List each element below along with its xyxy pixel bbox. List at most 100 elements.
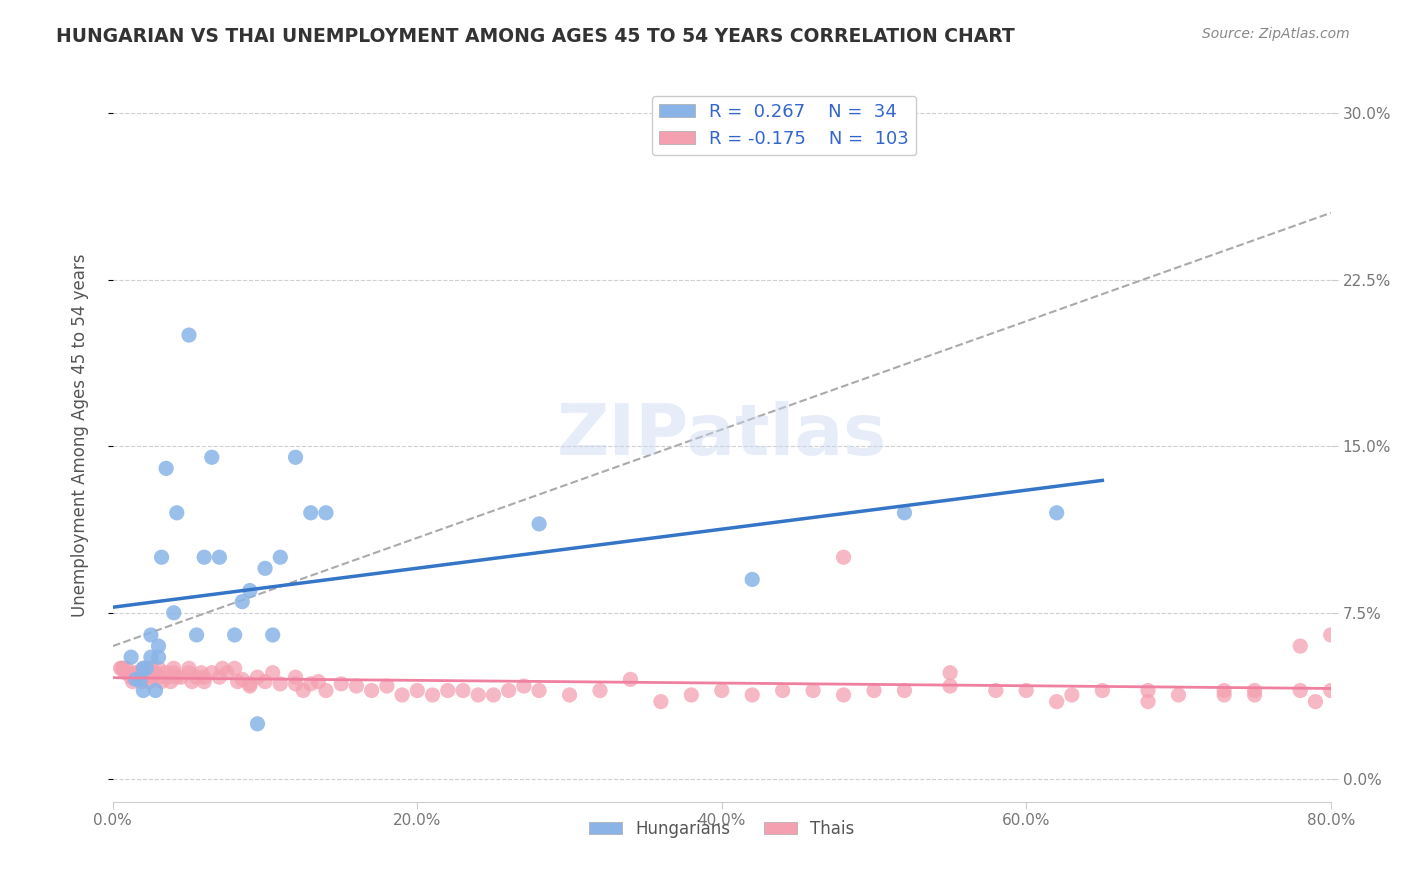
Point (984, 683, 1007, 698)
Point (166, 670, 188, 684)
Point (246, 716, 269, 731)
Point (1213, 683, 1236, 698)
Point (239, 679, 262, 693)
Point (215, 665, 238, 680)
Point (284, 450, 307, 465)
Point (1167, 688, 1189, 702)
Point (893, 506, 915, 520)
Point (163, 606, 186, 620)
Point (1015, 683, 1038, 698)
Point (1289, 639, 1312, 653)
Point (131, 674, 153, 689)
Point (145, 683, 167, 698)
Point (226, 674, 249, 689)
Point (127, 670, 149, 684)
Point (201, 450, 224, 465)
Point (344, 679, 367, 693)
Point (148, 639, 170, 653)
Point (170, 670, 193, 684)
Point (1243, 683, 1265, 698)
Point (132, 661, 155, 675)
Point (128, 665, 150, 680)
Point (150, 674, 173, 689)
Point (231, 594, 253, 608)
Point (254, 674, 277, 689)
Point (177, 665, 200, 680)
Point (619, 673, 641, 687)
Point (527, 683, 550, 698)
Point (1137, 683, 1160, 698)
Point (262, 665, 284, 680)
Point (135, 661, 157, 675)
Point (939, 665, 962, 680)
Point (422, 688, 444, 702)
Point (482, 688, 505, 702)
Point (1243, 688, 1265, 702)
Point (801, 683, 824, 698)
Point (375, 679, 398, 693)
Point (269, 550, 291, 565)
Point (148, 670, 170, 684)
Point (292, 683, 315, 698)
Point (307, 674, 329, 689)
Point (132, 661, 155, 675)
Point (177, 661, 200, 675)
Point (1060, 688, 1083, 702)
Point (139, 650, 162, 665)
Point (436, 683, 458, 698)
Point (145, 665, 167, 680)
Point (163, 665, 186, 680)
Point (1046, 695, 1069, 709)
Point (129, 670, 152, 684)
Point (315, 506, 337, 520)
Point (224, 628, 246, 642)
Point (129, 673, 152, 687)
Point (284, 670, 307, 684)
Point (201, 665, 224, 680)
Point (262, 628, 284, 642)
Point (177, 328, 200, 343)
Point (451, 683, 474, 698)
Point (741, 573, 763, 587)
Legend: Hungarians, Thais: Hungarians, Thais (582, 814, 862, 845)
Point (125, 670, 148, 684)
Point (239, 583, 262, 598)
Point (1289, 683, 1312, 698)
Point (239, 677, 262, 691)
Point (741, 688, 763, 702)
Point (224, 661, 246, 675)
Point (360, 683, 382, 698)
Point (330, 677, 353, 691)
Point (284, 677, 307, 691)
Point (391, 688, 413, 702)
Point (269, 677, 291, 691)
Point (135, 670, 157, 684)
Point (148, 650, 170, 665)
Point (498, 683, 520, 698)
Point (125, 673, 148, 687)
Point (159, 674, 181, 689)
Point (254, 561, 277, 575)
Point (208, 670, 231, 684)
Point (710, 683, 733, 698)
Point (893, 683, 915, 698)
Point (208, 550, 231, 565)
Point (1319, 683, 1341, 698)
Point (114, 665, 136, 680)
Point (193, 550, 215, 565)
Point (138, 674, 160, 689)
Point (193, 674, 215, 689)
Point (111, 661, 134, 675)
Point (1319, 628, 1341, 642)
Point (139, 628, 162, 642)
Point (139, 661, 162, 675)
Point (110, 661, 132, 675)
Point (467, 688, 489, 702)
Point (181, 674, 204, 689)
Point (406, 683, 429, 698)
Y-axis label: Unemployment Among Ages 45 to 54 years: Unemployment Among Ages 45 to 54 years (72, 253, 89, 616)
Point (121, 674, 143, 689)
Point (148, 661, 170, 675)
Point (1091, 683, 1114, 698)
Point (231, 673, 253, 687)
